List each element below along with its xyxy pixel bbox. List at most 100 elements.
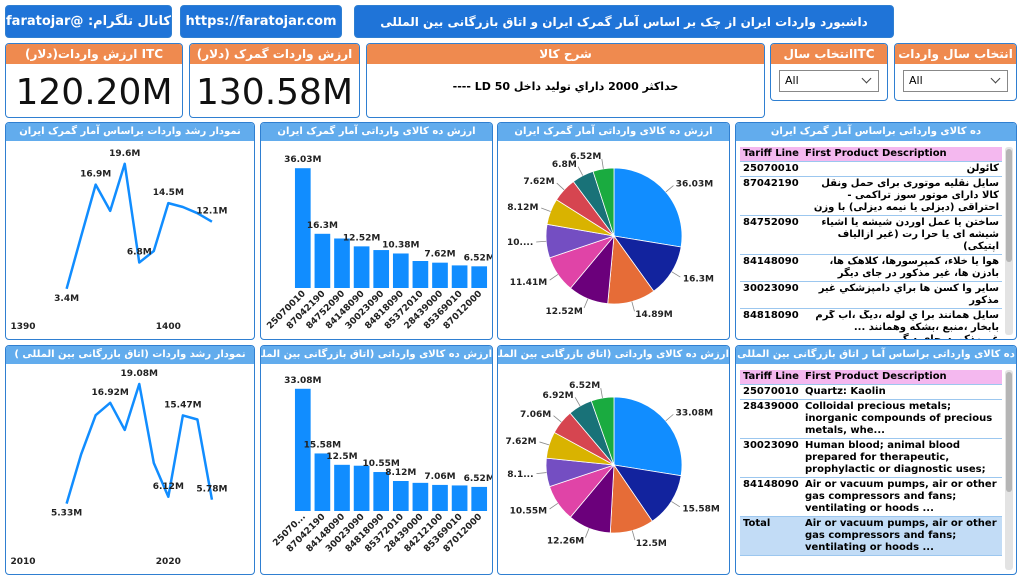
chart: 36.03M 16.3M 14.89M 12.52M 11.41M 10.... 8.12M… [507, 152, 714, 320]
telegram-link[interactable]: کانال تلگرام: @faratojar [5, 5, 172, 38]
leader-line [585, 528, 590, 538]
tariff-cell: 28439000 [743, 401, 799, 412]
panel-title: ارزش ده کالای وارداتی (اتاق بازرگانی بین… [498, 346, 729, 364]
panel-title: ده کالای وارداتی براساس آما ر اتاق بازرگ… [736, 346, 1016, 364]
slicer-dropdown[interactable]: All [779, 70, 879, 92]
data-label: 7.06M [424, 472, 455, 482]
table-cell: سایر وا کسن ها براي دامپزشکي غیر مذکور [802, 281, 1002, 309]
header-row: Tariff Line First Product Description [740, 370, 1002, 385]
line-panel: نمودار رشد واردات براساس آمار گمرک ایران… [5, 122, 255, 340]
leader-line [553, 415, 562, 423]
leader-line [536, 472, 547, 475]
data-label: 12.26M [547, 536, 584, 546]
table-cell: 25070010 [740, 161, 802, 177]
slicer-dropdown[interactable]: All [903, 70, 1008, 92]
slicer: انتخاب سال واردات All [894, 43, 1017, 101]
data-label: 12.1M [196, 207, 227, 217]
tariff-cell: 84818090 [743, 310, 799, 321]
leader-line [549, 503, 559, 510]
leader-line [671, 271, 681, 278]
pie-panel: ارزش ده کالای وارداتی آمار گمرک ایران 36… [497, 122, 730, 340]
data-label: 7.06M [520, 410, 551, 420]
bar [392, 481, 409, 511]
card: ارزش واردات گمرک (دلار) 130.58M [189, 43, 360, 118]
scrollbar[interactable] [1005, 370, 1013, 570]
table-cell: Colloidal precious metals; inorganic com… [802, 399, 1002, 439]
table-cell: Human blood; animal blood prepared for t… [802, 438, 1002, 478]
bar [412, 261, 429, 288]
table-cell: 84148090 [740, 254, 802, 282]
card-label: ارزش واردات(دلار) ITC [6, 44, 182, 64]
data-label: 19.08M [121, 369, 158, 379]
table-cell: Air or vacuum pumps, air or other gas co… [802, 516, 1002, 556]
table-row: 25070010 Quartz: Kaolin [740, 384, 1002, 400]
bar [451, 265, 468, 288]
table-row: 84148090 Air or vacuum pumps, air or othe… [740, 477, 1002, 517]
table-row: 28439000 Colloidal precious metals; inorg… [740, 399, 1002, 439]
table-cell: هوا یا خلاء، کمپرسورها، کلاهک ها، بادزن … [802, 254, 1002, 282]
leader-line [665, 185, 674, 193]
card-value: 120.20M [15, 72, 173, 113]
card: ارزش واردات(دلار) ITC 120.20M [5, 43, 183, 118]
panel-title: ارزش ده کالای وارداتی (اتاق بازرگانی بین… [261, 346, 492, 364]
header-row: Tariff Line First Product Description [740, 147, 1002, 162]
data-label: 19.6M [109, 149, 140, 159]
table-cell: کائولن [802, 161, 1002, 177]
data-label: 11.41M [510, 278, 547, 288]
bar [471, 486, 488, 511]
data-label: 7.62M [523, 177, 554, 187]
leader-line [577, 166, 584, 176]
description-cell: Colloidal precious metals; inorganic com… [805, 401, 993, 436]
bar [294, 388, 311, 511]
data-table: Tariff Line First Product Description 2507… [740, 147, 1002, 339]
x-tick-label: 1390 [10, 322, 35, 332]
data-label: 8.12M [507, 203, 538, 213]
dashboard-title: داشبورد واردات ایران از چک بر اساس آمار … [354, 5, 894, 38]
table-cell: 84148090 [740, 477, 802, 517]
leader-line [665, 414, 674, 422]
data-label: 6.8M [552, 160, 577, 170]
data-label: 15.47M [164, 400, 201, 410]
data-label: 10.... [507, 238, 533, 248]
leader-line [601, 158, 604, 169]
data-label: 6.8M [127, 248, 152, 258]
tariff-cell: 84148090 [743, 479, 799, 490]
data-label: 10.55M [510, 507, 547, 517]
description-label: شرح کالا [367, 44, 764, 64]
chart: 25070...33.08M8704219015.58M8414809012.5… [271, 376, 493, 555]
data-label: 10.38M [382, 240, 419, 250]
tariff-cell: 30023090 [743, 440, 799, 451]
pie-slice [613, 167, 683, 248]
panel-title: نمودار رشد واردات براساس آمار گمرک ایران [6, 123, 254, 141]
table-cell: سایل همانند برا ي لوله ،دیگ ،اب گرم بابخ… [802, 308, 1002, 339]
x-tick-label: 2020 [156, 557, 181, 567]
bar [314, 453, 331, 511]
pie-slice [613, 464, 682, 522]
data-label: 16.9M [80, 170, 111, 180]
leader-line [549, 274, 559, 281]
table-row: 30023090 Human blood; animal blood prepar… [740, 438, 1002, 478]
bar [373, 472, 390, 511]
data-label: 6.52M [464, 474, 493, 484]
description-cell: سایر وا کسن ها براي دامپزشکي غیر مذکور [818, 283, 999, 306]
slicer: انتخاب سالITC All [770, 43, 888, 101]
website-link[interactable]: https://faratojar.com [180, 5, 342, 38]
data-label: 33.08M [676, 408, 713, 418]
bar [432, 484, 448, 511]
table-row: 87042190 سایل نقلیه موتوری برای حمل ونقل … [740, 176, 1002, 216]
pie-slice [613, 396, 683, 477]
table-row: 30023090 سایر وا کسن ها براي دامپزشکي غیر… [740, 281, 1002, 309]
data-label: 14.5M [153, 188, 184, 198]
column-header: First Product Description [802, 147, 1002, 162]
chart: 2010 2020 5.33M 16.92M 19.08M 6.12M 15.47M 5.78… [10, 369, 227, 567]
table-cell: 84818090 [740, 308, 802, 339]
data-label: 14.89M [635, 310, 672, 320]
column-header: First Product Description [802, 370, 1002, 385]
description-cell: Human blood; animal blood prepared for t… [805, 440, 986, 475]
bar [451, 485, 468, 511]
table-cell: ساختن یا عمل آوردن شیشه یا اشیاء شیشه ای… [802, 215, 1002, 255]
leader-line [631, 530, 636, 541]
scrollbar[interactable] [1005, 147, 1013, 335]
data-label: 12.52M [545, 307, 582, 317]
data-label: 36.03M [676, 180, 713, 190]
